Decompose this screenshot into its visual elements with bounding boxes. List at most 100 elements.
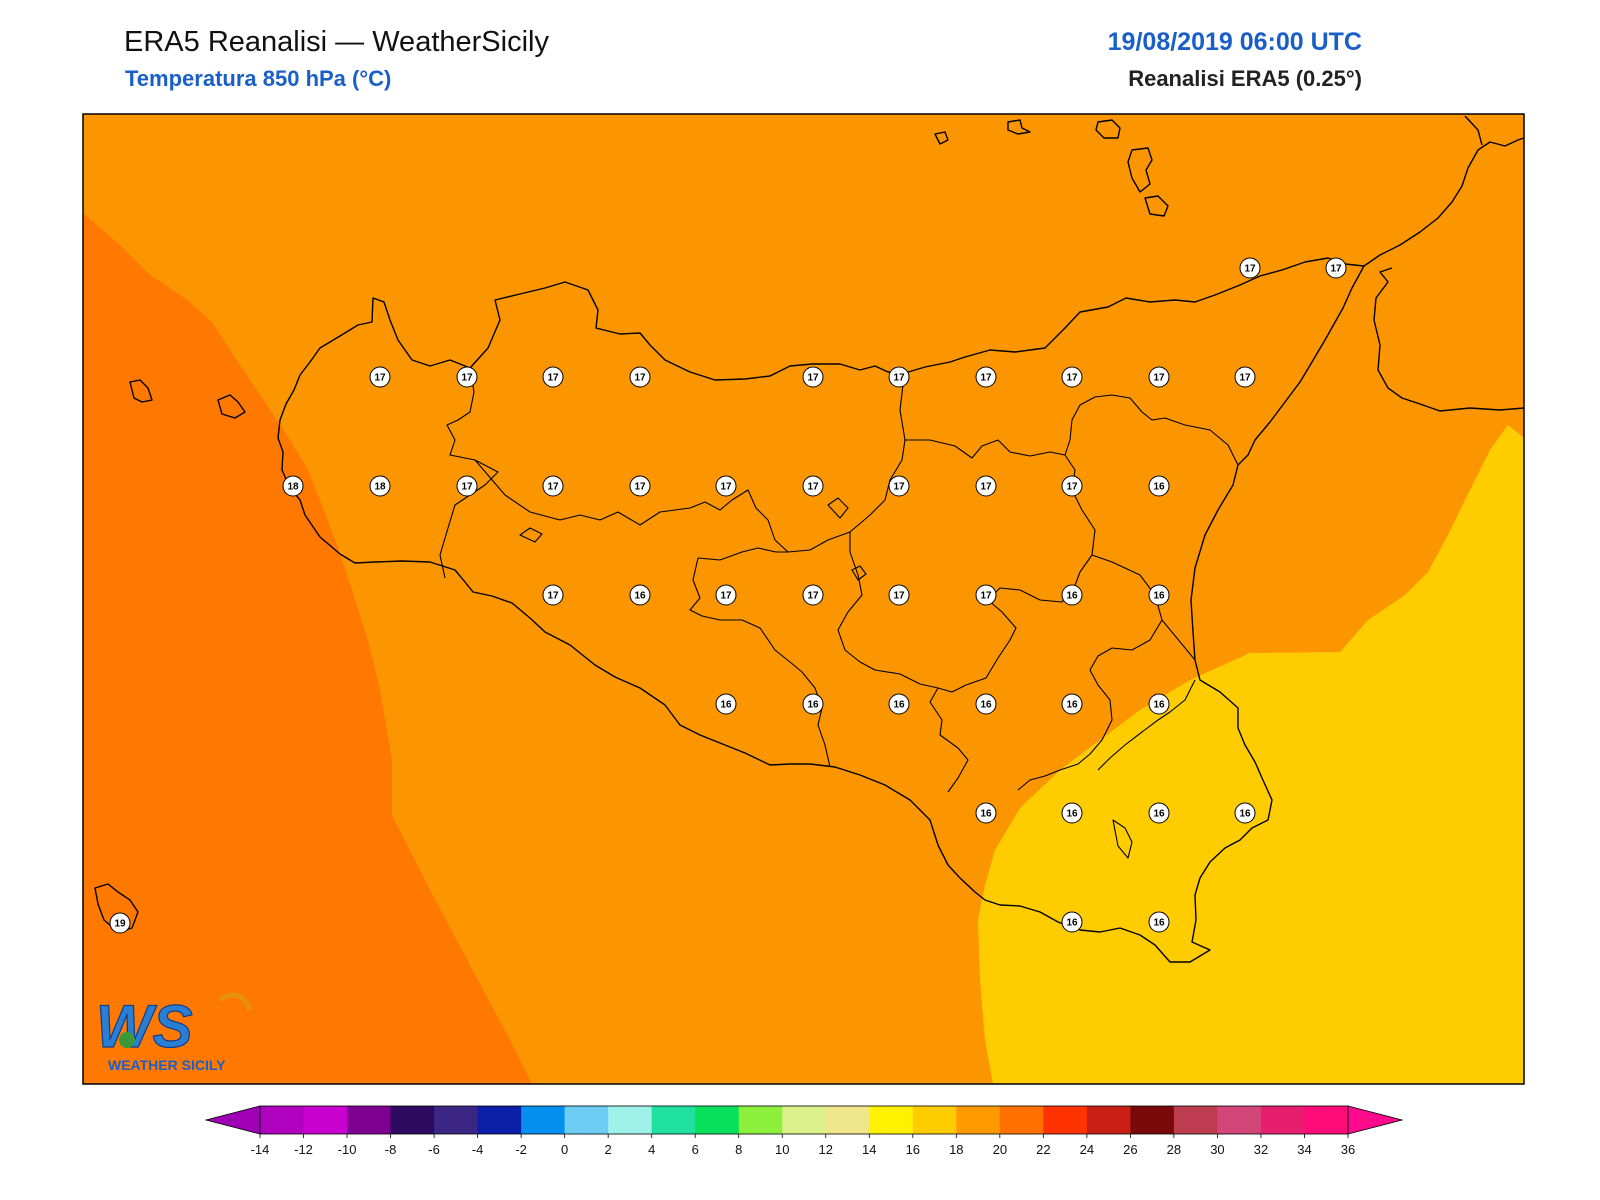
station-circle [456, 475, 478, 497]
station-marker: 17 [802, 584, 824, 606]
station-circle [975, 584, 997, 606]
station-value: 17 [634, 373, 646, 384]
station-circle [975, 693, 997, 715]
station-value: 17 [1066, 373, 1078, 384]
station-circle [542, 366, 564, 388]
station-circle [1148, 693, 1170, 715]
colorbar-segment [303, 1106, 348, 1134]
station-marker: 16 [1148, 475, 1170, 497]
colorbar-tick-label: 30 [1210, 1142, 1224, 1157]
colorbar-tick-label: 4 [648, 1142, 655, 1157]
station-circle [1234, 366, 1256, 388]
station-value: 17 [1153, 373, 1165, 384]
station-circle [542, 475, 564, 497]
colorbar-segment [1130, 1106, 1175, 1134]
station-value: 17 [807, 482, 819, 493]
colorbar-tick-label: 16 [906, 1142, 920, 1157]
station-circle [629, 584, 651, 606]
station-value: 16 [893, 700, 905, 711]
station-marker: 16 [888, 693, 910, 715]
station-marker: 16 [1061, 584, 1083, 606]
colorbar-tick-label: -10 [338, 1142, 357, 1157]
station-circle [1061, 584, 1083, 606]
data-source: Reanalisi ERA5 (0.25°) [1128, 66, 1362, 91]
colorbar-tick-label: 8 [735, 1142, 742, 1157]
colorbar-segment [999, 1106, 1044, 1134]
colorbar-segment [390, 1106, 435, 1134]
station-marker: 17 [1239, 257, 1261, 279]
colorbar-tick-label: 24 [1080, 1142, 1094, 1157]
station-value: 17 [980, 373, 992, 384]
colorbar-segment [738, 1106, 783, 1134]
colorbar-segment [1086, 1106, 1131, 1134]
station-marker: 16 [1148, 693, 1170, 715]
chart-title: ERA5 Reanalisi — WeatherSicily [124, 26, 549, 58]
station-value: 17 [461, 373, 473, 384]
colorbar-tick-label: 20 [993, 1142, 1007, 1157]
station-circle [1148, 366, 1170, 388]
station-value: 17 [807, 373, 819, 384]
station-circle [1148, 584, 1170, 606]
station-value: 17 [893, 591, 905, 602]
station-value: 17 [461, 482, 473, 493]
station-marker: 19 [109, 912, 131, 934]
station-marker: 17 [802, 475, 824, 497]
station-circle [975, 366, 997, 388]
colorbar-segment [347, 1106, 392, 1134]
logo-text: WEATHER SICILY [108, 1057, 226, 1073]
colorbar-tick-labels: -14 -12 -10 -8 -6 -4 -2 0 2 4 6 8 10 12 14 16 18 20 22 24 26… [251, 1134, 1355, 1157]
station-circle [369, 475, 391, 497]
station-marker: 17 [542, 584, 564, 606]
station-value: 17 [547, 373, 559, 384]
station-marker: 17 [888, 584, 910, 606]
station-marker: 16 [1148, 911, 1170, 933]
colorbar-tick-label: 34 [1297, 1142, 1311, 1157]
station-marker: 17 [975, 584, 997, 606]
colorbar-segment [825, 1106, 870, 1134]
station-marker: 17 [802, 366, 824, 388]
station-value: 16 [980, 700, 992, 711]
station-value: 17 [980, 591, 992, 602]
station-circle [888, 693, 910, 715]
colorbar-tick-label: -8 [385, 1142, 397, 1157]
station-circle [1234, 802, 1256, 824]
colorbar-tick-label: -12 [294, 1142, 313, 1157]
station-circle [542, 584, 564, 606]
colorbar-tick-label: -6 [428, 1142, 440, 1157]
colorbar-segment [1304, 1106, 1349, 1134]
colorbar-outline [259, 1105, 1349, 1135]
station-marker: 17 [975, 475, 997, 497]
station-marker: 16 [975, 802, 997, 824]
station-marker: 17 [542, 366, 564, 388]
station-circle [802, 475, 824, 497]
station-marker: 17 [1234, 366, 1256, 388]
station-marker: 17 [629, 366, 651, 388]
logo-initials: WS [96, 993, 193, 1060]
station-marker: 17 [456, 366, 478, 388]
colorbar-tick-label: 0 [561, 1142, 568, 1157]
station-marker: 16 [802, 693, 824, 715]
colorbar-segment [434, 1106, 479, 1134]
station-marker: 17 [369, 366, 391, 388]
temp-zone-18 [83, 213, 532, 1084]
colorbar-segment [869, 1106, 914, 1134]
logo-sun-icon [218, 992, 253, 1012]
station-circle [1061, 693, 1083, 715]
colorbar-tick-label: 22 [1036, 1142, 1050, 1157]
station-marker: 17 [715, 475, 737, 497]
station-value: 16 [1066, 918, 1078, 929]
station-circle [715, 475, 737, 497]
colorbar-segment [477, 1106, 522, 1134]
station-circle [975, 475, 997, 497]
station-value: 17 [374, 373, 386, 384]
chart-subtitle: Temperatura 850 hPa (°C) [125, 66, 392, 91]
station-value: 17 [1330, 264, 1342, 275]
station-value: 16 [1066, 809, 1078, 820]
colorbar-segment [695, 1106, 740, 1134]
station-circle [802, 693, 824, 715]
station-circle [975, 802, 997, 824]
station-marker: 16 [1061, 693, 1083, 715]
station-marker: 17 [715, 584, 737, 606]
colorbar-tick-label: 12 [819, 1142, 833, 1157]
station-value: 16 [720, 700, 732, 711]
